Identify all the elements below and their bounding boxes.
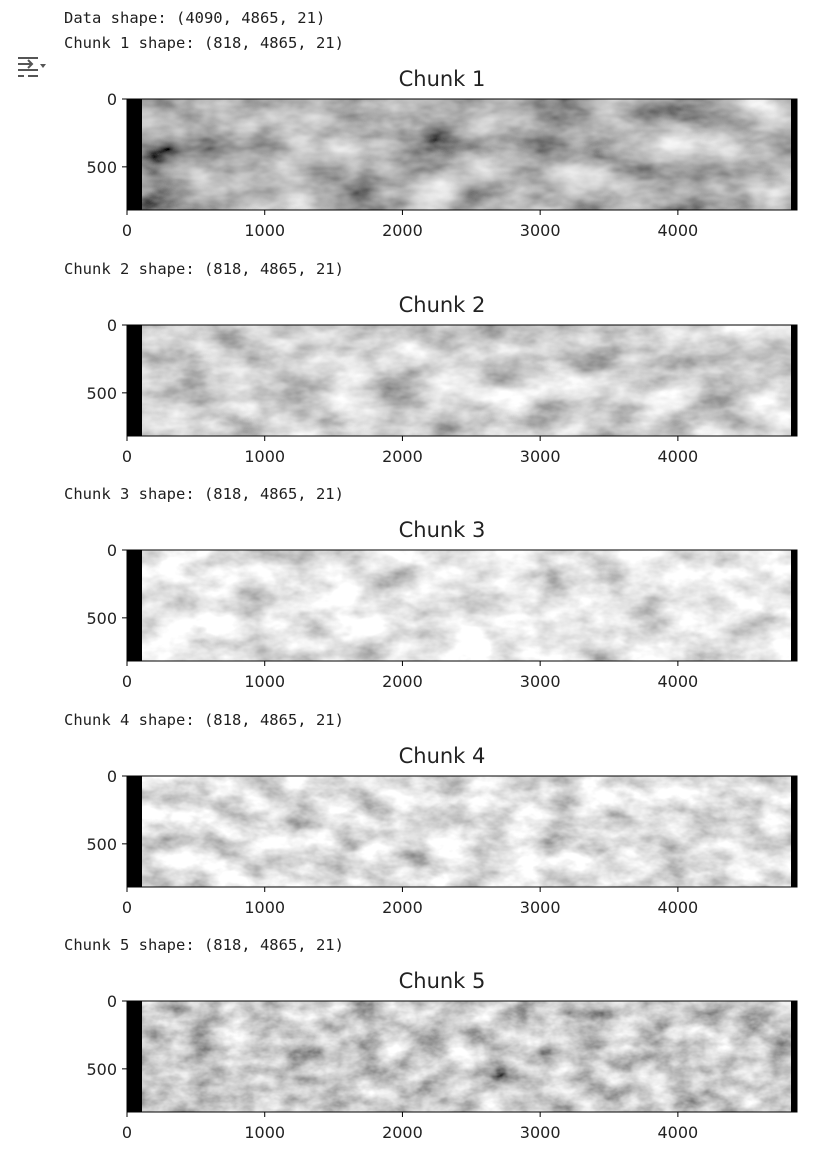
x-tick-label: 3000 bbox=[520, 221, 561, 240]
chunk-shape-text: Chunk 3 shape: (818, 4865, 21) bbox=[64, 485, 344, 503]
satellite-image bbox=[127, 550, 797, 661]
x-tick-label: 2000 bbox=[382, 221, 423, 240]
chunk-plot: Chunk 2 0 1000 2000 3000 4000 0 500 bbox=[60, 290, 820, 466]
y-tick-label: 0 bbox=[107, 90, 117, 109]
satellite-image bbox=[127, 325, 797, 436]
satellite-image bbox=[127, 1001, 797, 1112]
chunk-title: Chunk 1 bbox=[399, 67, 486, 91]
chunk-title: Chunk 4 bbox=[399, 744, 486, 768]
x-tick-label: 0 bbox=[122, 898, 132, 917]
y-tick-label: 500 bbox=[86, 1060, 117, 1079]
y-tick-label: 500 bbox=[86, 158, 117, 177]
x-tick-label: 3000 bbox=[520, 1123, 561, 1142]
x-tick-label: 0 bbox=[122, 1123, 132, 1142]
x-tick-label: 0 bbox=[122, 672, 132, 691]
x-tick-label: 4000 bbox=[658, 672, 699, 691]
y-tick-label: 0 bbox=[107, 767, 117, 786]
chunk-title: Chunk 5 bbox=[399, 969, 486, 993]
chunk-title: Chunk 2 bbox=[399, 293, 486, 317]
x-tick-label: 2000 bbox=[382, 672, 423, 691]
x-tick-label: 1000 bbox=[244, 221, 285, 240]
x-tick-label: 3000 bbox=[520, 898, 561, 917]
chunk-shape-text: Chunk 2 shape: (818, 4865, 21) bbox=[64, 260, 344, 278]
x-tick-label: 3000 bbox=[520, 447, 561, 466]
x-tick-label: 3000 bbox=[520, 672, 561, 691]
data-shape-text: Data shape: (4090, 4865, 21) bbox=[64, 9, 326, 27]
y-tick-label: 0 bbox=[107, 316, 117, 335]
satellite-image bbox=[127, 99, 797, 210]
chunk-shape-text: Chunk 5 shape: (818, 4865, 21) bbox=[64, 936, 344, 954]
x-tick-label: 4000 bbox=[658, 447, 699, 466]
x-tick-label: 4000 bbox=[658, 898, 699, 917]
chunk-plot: Chunk 1 0 1000 2000 3000 4000 0 500 bbox=[60, 64, 820, 240]
x-tick-label: 1000 bbox=[244, 447, 285, 466]
chunk-plot: Chunk 4 0 1000 2000 3000 4000 0 500 bbox=[60, 741, 820, 917]
chunk-plot: Chunk 5 0 1000 2000 3000 4000 0 500 bbox=[60, 966, 820, 1142]
x-tick-label: 1000 bbox=[244, 898, 285, 917]
x-tick-label: 1000 bbox=[244, 1123, 285, 1142]
x-tick-label: 0 bbox=[122, 221, 132, 240]
chunk-shape-text: Chunk 1 shape: (818, 4865, 21) bbox=[64, 34, 344, 52]
x-tick-label: 1000 bbox=[244, 672, 285, 691]
output-toggle-icon[interactable] bbox=[14, 52, 48, 80]
y-tick-label: 0 bbox=[107, 541, 117, 560]
x-tick-label: 2000 bbox=[382, 898, 423, 917]
chunk-plot: Chunk 3 0 1000 2000 3000 4000 0 500 bbox=[60, 515, 820, 691]
satellite-image bbox=[127, 776, 797, 887]
x-tick-label: 4000 bbox=[658, 221, 699, 240]
chunk-title: Chunk 3 bbox=[399, 518, 486, 542]
x-tick-label: 4000 bbox=[658, 1123, 699, 1142]
y-tick-label: 500 bbox=[86, 609, 117, 628]
x-tick-label: 2000 bbox=[382, 447, 423, 466]
x-tick-label: 0 bbox=[122, 447, 132, 466]
chunk-shape-text: Chunk 4 shape: (818, 4865, 21) bbox=[64, 711, 344, 729]
y-tick-label: 500 bbox=[86, 835, 117, 854]
x-tick-label: 2000 bbox=[382, 1123, 423, 1142]
y-tick-label: 500 bbox=[86, 384, 117, 403]
y-tick-label: 0 bbox=[107, 992, 117, 1011]
